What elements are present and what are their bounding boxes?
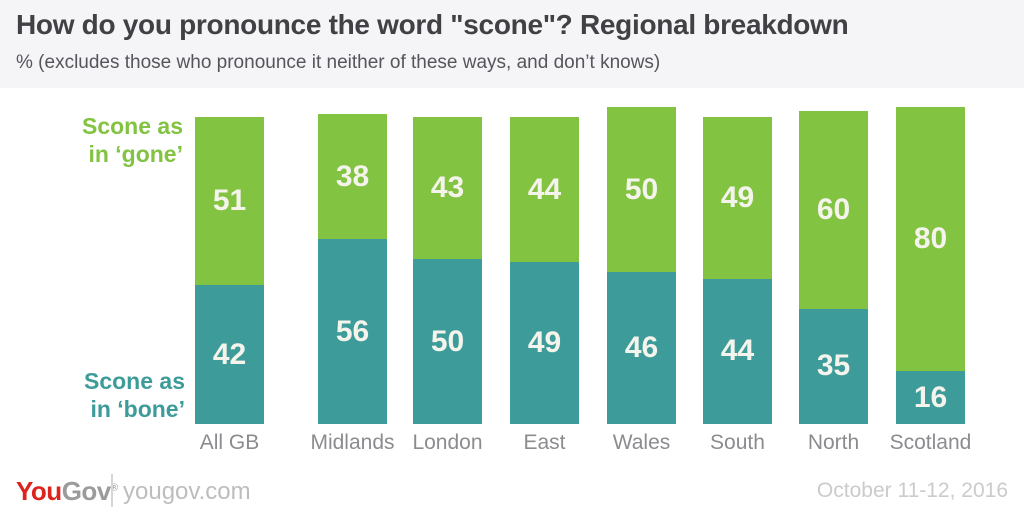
bar-segment-gone: 51 <box>195 117 264 286</box>
bar-segment-gone: 60 <box>799 110 868 309</box>
category-label-south: South <box>710 431 765 454</box>
segment-value-label: 44 <box>527 172 562 206</box>
legend-gone-line1: Scone as <box>82 113 183 139</box>
logo-you: You <box>16 476 62 506</box>
category-label-wales: Wales <box>612 431 671 454</box>
segment-value-label: 16 <box>913 380 948 414</box>
segment-value-label: 42 <box>212 337 247 371</box>
bar-all-gb: 51 42 <box>195 117 264 424</box>
bar-segment-gone: 49 <box>703 117 772 279</box>
yougov-logo: YouGov® <box>16 476 118 507</box>
bar-segment-bone: 50 <box>413 259 482 424</box>
segment-value-label: 56 <box>335 314 370 348</box>
bar-segment-gone: 50 <box>607 107 676 273</box>
header: How do you pronounce the word "scone"? R… <box>0 0 1024 88</box>
legend-bone: Scone as in ‘bone’ <box>15 367 185 423</box>
bar-segment-gone: 80 <box>896 107 965 372</box>
segment-value-label: 50 <box>624 172 659 206</box>
bar-segment-gone: 44 <box>510 117 579 263</box>
legend-bone-line2: in ‘bone’ <box>90 396 185 422</box>
bar-wales: 50 46 <box>607 107 676 424</box>
footer-date: October 11-12, 2016 <box>816 479 1008 502</box>
chart-title: How do you pronounce the word "scone"? R… <box>16 9 849 40</box>
logo-gov: Gov <box>61 476 112 506</box>
legend-gone: Scone as in ‘gone’ <box>13 112 183 168</box>
bar-midlands: 38 56 <box>318 113 387 424</box>
bar-segment-gone: 38 <box>318 113 387 240</box>
bar-segment-gone: 43 <box>413 117 482 259</box>
segment-value-label: 35 <box>816 349 851 383</box>
bar-segment-bone: 16 <box>896 371 965 424</box>
category-label-scotland: Scotland <box>889 431 972 454</box>
segment-value-label: 50 <box>430 324 465 358</box>
bar-segment-bone: 44 <box>703 278 772 424</box>
footer-divider <box>111 474 113 507</box>
bar-scotland: 80 16 <box>896 107 965 424</box>
legend-gone-line2: in ‘gone’ <box>88 141 183 167</box>
bar-east: 44 49 <box>510 117 579 424</box>
segment-value-label: 51 <box>212 184 247 218</box>
segment-value-label: 49 <box>720 180 755 214</box>
segment-value-label: 43 <box>430 171 465 205</box>
segment-value-label: 49 <box>527 326 562 360</box>
footer-site-url: yougov.com <box>123 478 251 505</box>
bar-segment-bone: 46 <box>607 272 676 424</box>
chart-subtitle: % (excludes those who pronounce it neith… <box>16 52 661 73</box>
legend-bone-line1: Scone as <box>84 368 185 394</box>
segment-value-label: 80 <box>913 222 948 256</box>
bar-south: 49 44 <box>703 117 772 424</box>
category-label-all-gb: All GB <box>199 431 260 454</box>
bar-london: 43 50 <box>413 117 482 424</box>
bar-north: 60 35 <box>799 110 868 424</box>
bar-segment-bone: 56 <box>318 239 387 424</box>
category-label-midlands: Midlands <box>310 431 395 454</box>
category-label-north: North <box>807 431 860 454</box>
segment-value-label: 38 <box>335 159 370 193</box>
bar-segment-bone: 42 <box>195 285 264 424</box>
segment-value-label: 60 <box>816 192 851 226</box>
segment-value-label: 46 <box>624 331 659 365</box>
segment-value-label: 44 <box>720 334 755 368</box>
category-label-east: East <box>523 431 566 454</box>
registered-mark-icon: ® <box>110 482 118 494</box>
bar-segment-bone: 49 <box>510 262 579 424</box>
bar-segment-bone: 35 <box>799 308 868 424</box>
category-label-london: London <box>412 431 483 454</box>
